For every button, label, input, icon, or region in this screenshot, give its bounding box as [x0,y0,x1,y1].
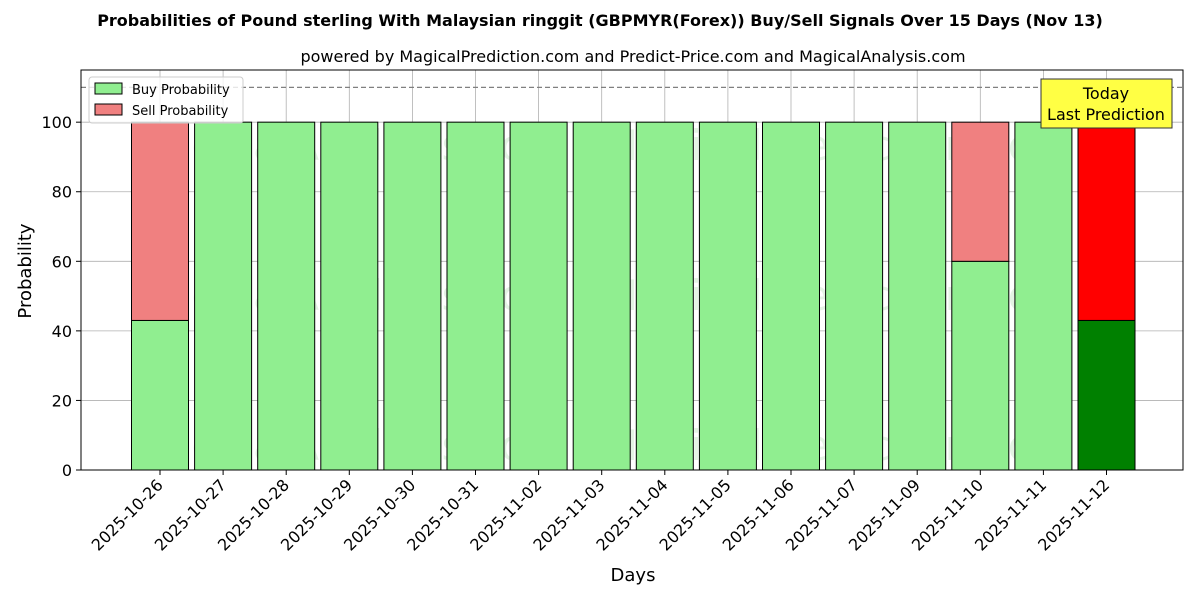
bar-buy [825,121,884,471]
bar-sell [1077,121,1136,321]
legend-swatch-sell [94,103,123,116]
bar-sell [951,121,1010,262]
annotation-box [1040,78,1173,129]
annotation-line-2: Last Prediction [1047,105,1165,124]
legend-box [88,76,244,124]
bar-buy [446,121,505,471]
bar-buy [762,121,820,471]
bar-buy [131,319,189,471]
plot-border [80,69,1184,471]
y-tick-label: 40 [52,322,72,341]
bar-buy [257,121,316,471]
legend-label-buy: Buy Probability [132,83,230,98]
bar-buy [1014,121,1073,471]
y-tick-label: 0 [62,461,72,480]
annotation-line-1: Today [1082,84,1129,103]
bar-buy [383,121,442,471]
plot-frame [80,69,1184,471]
bar-buy [951,260,1010,471]
bar-buy [572,121,631,471]
y-tick-label: 80 [52,183,72,202]
today-annotation: Today Last Prediction [1040,78,1173,129]
bar-buy [698,121,757,471]
y-tick-label: 20 [52,391,72,410]
bar-sell [131,121,189,321]
y-axis-label: Probability [15,223,36,318]
bar-buy [888,121,947,471]
x-axis-ticks: 2025-10-262025-10-272025-10-282025-10-29… [88,470,1113,555]
bars [131,121,1136,471]
x-axis-label: Days [611,565,656,586]
y-tick-label: 100 [41,113,72,132]
bar-buy [194,121,253,471]
legend-label-sell: Sell Probability [132,104,229,119]
bar-buy [635,121,694,471]
bar-buy [509,121,568,471]
legend: Buy Probability Sell Probability [88,76,244,124]
chart-title: Probabilities of Pound sterling With Mal… [97,11,1103,30]
legend-swatch-buy [94,82,123,95]
y-tick-label: 60 [52,252,72,271]
y-axis-ticks: 0 20 40 60 80 100 [41,113,81,480]
chart-subtitle: powered by MagicalPrediction.com and Pre… [300,47,965,66]
bar-buy [1077,319,1136,471]
bar-buy [320,121,379,471]
